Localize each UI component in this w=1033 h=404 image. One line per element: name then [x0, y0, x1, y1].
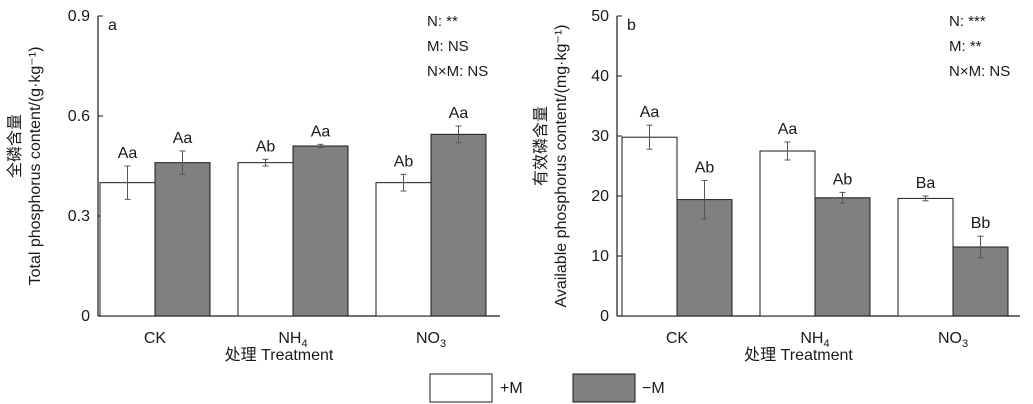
- chart-a-bar-minus-m-ck: [154, 162, 211, 317]
- chart-b-y-label: Available phosphorus content/(mg·kg⁻¹): [553, 25, 570, 308]
- legend-swatch-plus-m: [429, 373, 493, 403]
- chart-b-y-tick-label: 40: [591, 68, 609, 85]
- legend-swatch-minus-m: [572, 373, 636, 403]
- chart-b-sig-letter: Aa: [778, 121, 798, 138]
- chart-b-y-tick-label: 0: [600, 308, 609, 325]
- chart-a-y-tick-label: 0.9: [68, 8, 90, 25]
- chart-b-panel-letter: b: [627, 17, 636, 34]
- chart-b-bar-plus-m-no3: [897, 197, 954, 317]
- chart-b-y-label-cn: 有效磷含量: [531, 106, 550, 186]
- chart-b-y-tick-label: 20: [591, 188, 609, 205]
- chart-a-x-tick-label: CK: [144, 330, 167, 347]
- legend-label-minus-m: −M: [642, 380, 665, 397]
- chart-b-sig-letter: Ab: [695, 159, 715, 176]
- chart-a-stat-line: N×M: NS: [427, 63, 488, 80]
- chart-a-bar-plus-m-ck: [99, 182, 156, 317]
- chart-a-x-tick-label: NH4: [278, 330, 307, 350]
- chart-b-bar-plus-m-ck: [621, 136, 678, 317]
- chart-b-bar-minus-m-nh4: [814, 197, 871, 317]
- chart-a-y-label: Total phosphorus content/(g·kg⁻¹): [27, 47, 44, 286]
- chart-a-sig-letter: Ab: [394, 153, 414, 170]
- chart-a-bar-minus-m-nh4: [292, 145, 349, 317]
- legend-label-plus-m: +M: [500, 380, 523, 397]
- chart-a-bar-plus-m-no3: [375, 182, 432, 317]
- chart-b-x-tick-label: CK: [666, 330, 689, 347]
- chart-b-bar-minus-m-no3: [952, 246, 1009, 317]
- chart-a-sig-letter: Ab: [256, 138, 276, 155]
- chart-b-x-tick-label: NO3: [938, 330, 968, 350]
- chart-a-bar-minus-m-no3: [430, 133, 487, 317]
- chart-a-sig-letter: Aa: [173, 130, 193, 147]
- chart-b-x-label: 处理 Treatment: [744, 346, 853, 364]
- chart-b-stat-line: N×M: NS: [949, 63, 1010, 80]
- chart-b-sig-letter: Ab: [833, 171, 853, 188]
- chart-panel-b: 0 10 20 30 40 50 有效磷含量 Available phosphorus con…: [531, 8, 1020, 364]
- chart-a-panel-letter: a: [108, 17, 117, 34]
- chart-a-x-label: 处理 Treatment: [225, 346, 334, 364]
- chart-b-sig-letter: Ba: [916, 175, 936, 192]
- chart-a-x-tick-label: NO3: [416, 330, 446, 350]
- chart-b-y-tick-label: 30: [591, 128, 609, 145]
- legend: +M −M: [429, 373, 665, 403]
- chart-a-y-tick-label: 0: [81, 308, 90, 325]
- chart-a-bar-plus-m-nh4: [237, 162, 294, 317]
- chart-a-sig-letter: Aa: [449, 105, 469, 122]
- chart-panel-a: 0 0.3 0.6 0.9 全磷含量 Total phosphorus content/(…: [5, 8, 500, 364]
- chart-b-stat-line: N: ***: [949, 13, 986, 30]
- chart-a-stat-line: M: NS: [427, 38, 469, 55]
- chart-b-y-tick-label: 50: [591, 8, 609, 25]
- chart-a-sig-letter: Aa: [118, 145, 138, 162]
- chart-a-y-tick-label: 0.6: [68, 108, 90, 125]
- chart-a-y-label-cn: 全磷含量: [5, 114, 24, 178]
- chart-b-bar-plus-m-nh4: [759, 150, 816, 317]
- chart-b-stat-line: M: **: [949, 38, 982, 55]
- chart-b-y-tick-label: 10: [591, 248, 609, 265]
- chart-a-sig-letter: Aa: [311, 123, 331, 140]
- chart-b-sig-letter: Aa: [640, 104, 660, 121]
- chart-a-stat-line: N: **: [427, 13, 458, 30]
- chart-b-sig-letter: Bb: [971, 215, 991, 232]
- chart-b-x-tick-label: NH4: [800, 330, 829, 350]
- chart-a-y-tick-label: 0.3: [68, 208, 90, 225]
